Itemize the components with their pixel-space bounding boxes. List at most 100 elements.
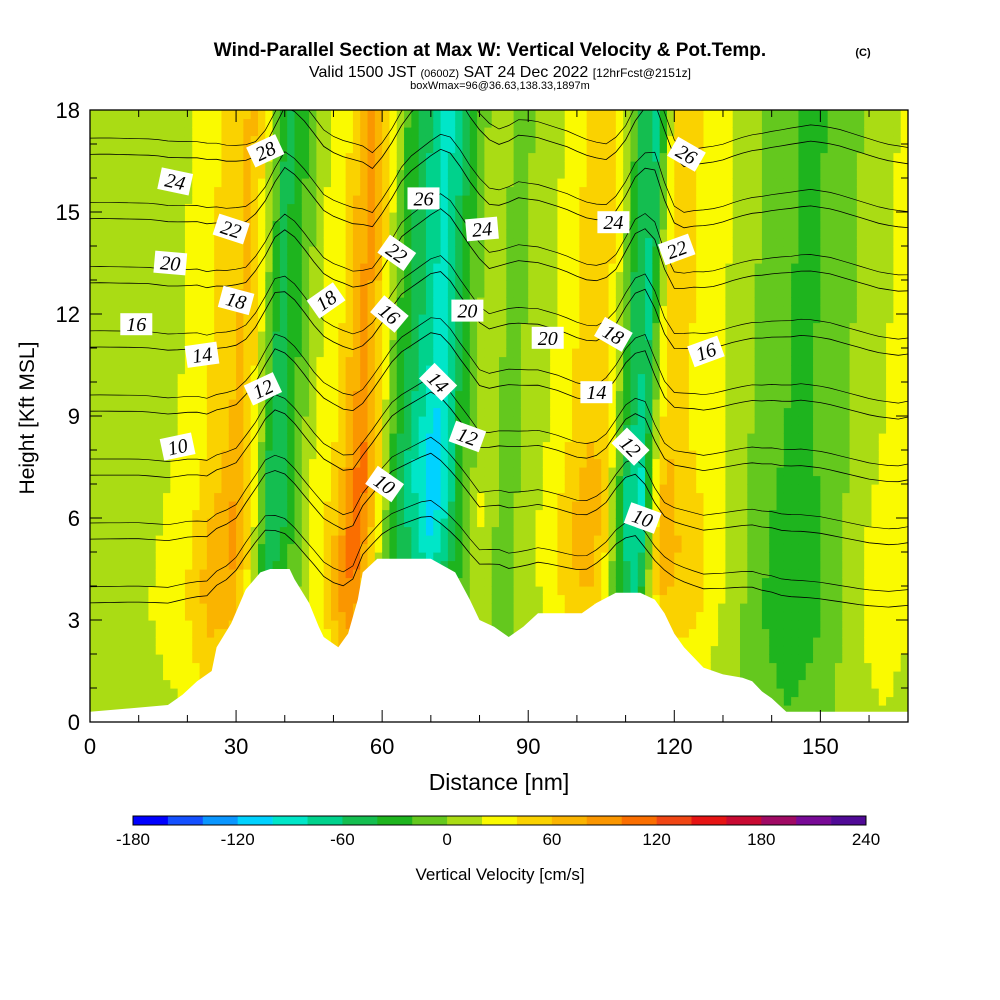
velocity-cell <box>294 356 303 366</box>
velocity-cell <box>542 484 551 494</box>
velocity-cell <box>250 509 259 519</box>
velocity-cell <box>484 339 493 349</box>
velocity-cell <box>199 645 208 655</box>
velocity-cell <box>206 654 215 664</box>
velocity-cell <box>433 305 442 315</box>
velocity-cell <box>323 169 332 179</box>
velocity-cell <box>542 118 551 128</box>
velocity-cell <box>484 611 493 621</box>
velocity-cell <box>572 220 580 230</box>
velocity-cell <box>192 331 201 341</box>
velocity-cell <box>177 654 186 664</box>
velocity-cell <box>119 237 128 247</box>
velocity-cell <box>535 305 544 315</box>
velocity-cell <box>338 254 347 264</box>
velocity-cell <box>294 416 303 426</box>
velocity-cell <box>111 246 120 256</box>
velocity-cell <box>133 467 142 477</box>
velocity-cell <box>506 169 515 179</box>
velocity-cell <box>484 543 493 553</box>
velocity-cell <box>506 152 515 162</box>
velocity-cell <box>309 416 318 426</box>
velocity-cell <box>542 424 551 434</box>
velocity-cell <box>360 399 369 409</box>
velocity-cell <box>323 356 332 366</box>
velocity-cell <box>279 254 288 264</box>
velocity-cell <box>199 254 208 264</box>
velocity-cell <box>491 237 500 247</box>
velocity-cell <box>90 560 98 570</box>
velocity-cell <box>499 424 507 434</box>
velocity-cell <box>104 611 113 621</box>
velocity-cell <box>418 518 427 528</box>
velocity-cell <box>294 331 303 341</box>
velocity-cell <box>528 424 537 434</box>
velocity-cell <box>484 484 493 494</box>
velocity-cell <box>126 220 135 230</box>
velocity-cell <box>404 237 412 247</box>
velocity-cell <box>214 186 223 196</box>
velocity-cell <box>133 246 142 256</box>
velocity-cell <box>535 229 544 239</box>
velocity-cell <box>338 110 347 120</box>
velocity-cell <box>535 110 544 120</box>
velocity-cell <box>586 560 595 570</box>
velocity-cell <box>411 220 420 230</box>
velocity-cell <box>141 586 150 596</box>
velocity-cell <box>104 560 113 570</box>
velocity-cell <box>104 416 113 426</box>
velocity-cell <box>148 220 157 230</box>
velocity-cell <box>418 212 427 222</box>
velocity-cell <box>265 203 274 213</box>
velocity-cell <box>404 424 412 434</box>
velocity-cell <box>513 263 522 273</box>
velocity-cell <box>345 611 354 621</box>
velocity-cell <box>382 195 391 205</box>
velocity-cell <box>564 526 573 536</box>
velocity-cell <box>360 186 369 196</box>
velocity-cell <box>163 671 171 681</box>
velocity-cell <box>221 144 230 154</box>
velocity-cell <box>396 552 405 562</box>
velocity-cell <box>557 526 566 536</box>
velocity-cell <box>243 518 252 528</box>
velocity-cell <box>499 135 507 145</box>
velocity-cell <box>506 254 515 264</box>
velocity-cell <box>119 662 128 672</box>
velocity-cell <box>491 127 500 137</box>
velocity-cell <box>228 586 237 596</box>
velocity-cell <box>586 543 595 553</box>
velocity-cell <box>586 450 595 460</box>
velocity-cell <box>477 373 485 383</box>
velocity-cell <box>119 305 128 315</box>
velocity-cell <box>148 620 157 630</box>
velocity-cell <box>111 407 120 417</box>
velocity-cell <box>550 475 559 485</box>
velocity-cell <box>279 382 288 392</box>
chart-title: Wind-Parallel Section at Max W: Vertical… <box>214 40 766 61</box>
velocity-cell <box>396 475 405 485</box>
velocity-cell <box>104 220 113 230</box>
velocity-cell <box>287 560 296 570</box>
velocity-cell <box>141 288 150 298</box>
velocity-cell <box>236 501 244 511</box>
velocity-cell <box>520 161 529 171</box>
velocity-cell <box>228 263 237 273</box>
velocity-cell <box>111 382 120 392</box>
velocity-cell <box>192 594 201 604</box>
velocity-cell <box>206 518 215 528</box>
velocity-cell <box>484 348 493 358</box>
velocity-cell <box>316 518 325 528</box>
velocity-cell <box>272 237 281 247</box>
velocity-cell <box>572 382 580 392</box>
velocity-cell <box>331 373 339 383</box>
velocity-cell <box>287 441 296 451</box>
velocity-cell <box>184 322 193 332</box>
velocity-cell <box>484 552 493 562</box>
velocity-cell <box>228 152 237 162</box>
velocity-cell <box>104 322 113 332</box>
velocity-cell <box>557 441 566 451</box>
velocity-cell <box>206 637 215 647</box>
velocity-cell <box>564 552 573 562</box>
velocity-cell <box>557 178 566 188</box>
